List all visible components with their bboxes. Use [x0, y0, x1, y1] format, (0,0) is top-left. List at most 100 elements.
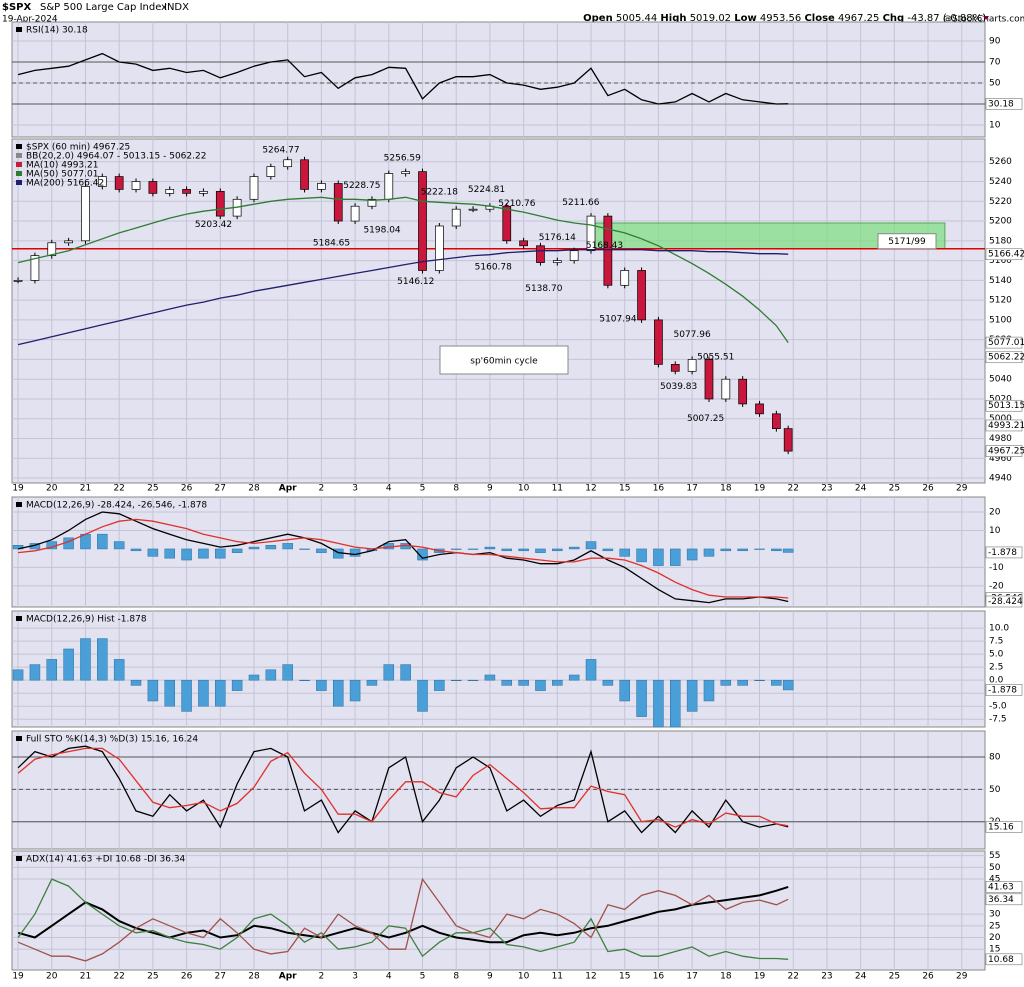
value-tag: 41.63 [988, 882, 1014, 892]
y-tick-label: 5260 [989, 157, 1012, 167]
y-tick-label: 0.0 [989, 676, 1004, 686]
x-tick-label: 22 [113, 972, 124, 982]
y-tick-label: 5200 [989, 217, 1012, 227]
x-tick-label: 22 [788, 484, 799, 494]
histogram-bar [299, 679, 310, 681]
candle [519, 240, 528, 247]
series-line [17, 52, 789, 105]
x-tick-label: 26 [181, 484, 193, 494]
x-tick-label: 29 [956, 972, 968, 982]
y-tick-label: 20 [989, 933, 1001, 943]
x-tick-label: 8 [453, 972, 459, 982]
candle [552, 260, 562, 263]
legend-entry: ADX(14) 41.63 +DI 10.68 -DI 36.34 [26, 855, 186, 865]
price-annotation: 5256.59 [384, 154, 421, 164]
value-tag: 5013.15 [988, 401, 1024, 411]
histogram-bar [198, 548, 209, 559]
x-tick-label: 25 [147, 972, 158, 982]
candle [704, 359, 714, 400]
x-tick-label: 20 [46, 484, 58, 494]
x-tick-label: 11 [552, 972, 563, 982]
x-tick-label: 3 [352, 484, 358, 494]
histogram-bar [316, 679, 327, 691]
histogram-bar [282, 664, 293, 681]
y-tick-label: 50 [989, 79, 1001, 89]
x-tick-label: 2 [319, 484, 325, 494]
histogram-bar [299, 548, 310, 550]
candle [266, 166, 276, 177]
histogram-bar [198, 679, 209, 707]
value-tag: 10.68 [988, 955, 1014, 965]
y-tick-label: 50 [989, 785, 1001, 795]
price-annotation: 5168.43 [586, 241, 623, 251]
histogram-bar [12, 669, 24, 681]
legend-entry: MA(200) 5166.42 [26, 179, 104, 189]
value-tag: 5077.01 [988, 338, 1024, 348]
candle [502, 205, 512, 242]
histogram-bar [653, 679, 664, 728]
series-line [17, 747, 789, 828]
y-tick-label: -10 [989, 563, 1004, 573]
candle [249, 176, 259, 200]
y-tick-label: 4980 [989, 434, 1012, 444]
x-tick-label: 12 [585, 484, 596, 494]
y-tick-label: 5040 [989, 375, 1012, 385]
histogram-bar [147, 679, 159, 702]
panel-bg [11, 850, 986, 971]
x-tick-label: 25 [889, 484, 900, 494]
value-tag-box [985, 98, 1023, 110]
value-tag-box [985, 419, 1023, 432]
price-annotation: 5224.81 [468, 185, 505, 195]
histogram-bar [703, 679, 715, 702]
candle [637, 270, 646, 321]
histogram-bar [316, 548, 327, 553]
histogram-bar [231, 548, 243, 553]
candle [569, 250, 579, 261]
y-tick-label: 7.5 [989, 637, 1003, 647]
y-tick-label: 5000 [989, 414, 1012, 424]
symbol: $SPX [2, 2, 31, 13]
histogram-bar [585, 541, 597, 550]
note: sp'60min cycle [470, 357, 538, 367]
histogram-bar [29, 664, 41, 681]
high: 5019.02 [690, 13, 731, 24]
y-tick-label: 70 [989, 58, 1001, 68]
candle [687, 359, 697, 372]
value-tag: 4993.21 [988, 421, 1024, 431]
x-tick-label: 15 [619, 972, 630, 982]
candle [670, 364, 680, 372]
y-tick-label: 30 [989, 910, 1001, 920]
histogram-bar [619, 548, 630, 557]
x-tick-label: 20 [46, 972, 58, 982]
legend-entry: MA(50) 5077.01 [26, 170, 98, 180]
histogram-bar [113, 659, 125, 681]
x-tick-label: 29 [956, 484, 968, 494]
price-annotation: 5146.12 [397, 277, 434, 287]
y-tick-label: 5020 [989, 394, 1012, 404]
histogram-bar [97, 638, 108, 681]
y-tick-label: 20 [989, 507, 1001, 517]
histogram-bar [754, 679, 765, 681]
series-line [17, 196, 789, 343]
histogram-bar [248, 546, 260, 550]
histogram-bar [467, 679, 479, 681]
histogram-bar [484, 674, 496, 681]
histogram-bar [771, 679, 782, 686]
histogram-bar [63, 648, 74, 681]
value-tag-box [985, 953, 1023, 966]
histogram-bar [686, 679, 698, 712]
histogram-bar [164, 548, 175, 559]
histogram-bar [366, 679, 378, 686]
x-tick-label: 28 [248, 972, 260, 982]
value-tag: -1.878 [988, 685, 1017, 695]
y-tick-label: 5140 [989, 276, 1012, 286]
histogram-bar [450, 679, 462, 681]
y-tick-label: 4960 [989, 454, 1012, 464]
histogram-bar [670, 679, 681, 728]
histogram-bar [80, 638, 91, 681]
histogram-bar [215, 679, 226, 707]
close-label: Close [804, 13, 835, 24]
price-annotation: 5211.66 [562, 198, 599, 208]
close: 4967.25 [838, 13, 879, 24]
